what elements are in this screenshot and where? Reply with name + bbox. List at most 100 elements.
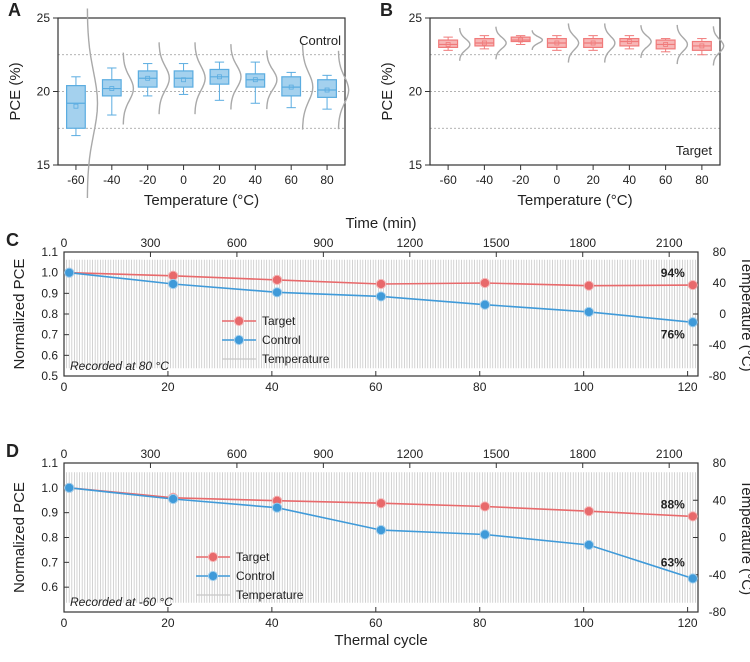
legend-label: Temperature xyxy=(262,352,330,366)
y-tick-label: 0.9 xyxy=(41,506,58,520)
box-20 xyxy=(583,23,616,63)
data-point xyxy=(583,280,594,291)
y-axis-label: Normalized PCE xyxy=(11,482,28,593)
data-point xyxy=(583,539,594,551)
top-x-tick-label: 1500 xyxy=(483,236,510,250)
y-tick-label: 1.1 xyxy=(41,245,58,259)
x-tick-label: 20 xyxy=(161,380,175,394)
legend-marker xyxy=(233,315,245,327)
box-body xyxy=(137,70,158,88)
box-mean xyxy=(518,37,524,43)
x-tick-label: 80 xyxy=(320,173,334,187)
end-value-label: 63% xyxy=(661,555,685,569)
box-body xyxy=(245,73,266,88)
box-20 xyxy=(209,44,242,110)
x-tick-label: -40 xyxy=(103,173,121,187)
top-x-tick-label: 0 xyxy=(61,447,68,461)
box--20 xyxy=(510,30,544,50)
panel-letter: D xyxy=(6,441,19,461)
x-axis-label: Temperature (°C) xyxy=(517,192,632,209)
legend-label: Control xyxy=(262,333,301,347)
top-x-axis-label: Time (min) xyxy=(345,215,416,232)
data-point xyxy=(687,511,698,522)
data-point xyxy=(168,493,179,505)
data-point xyxy=(479,299,491,310)
recording-condition: Recorded at -60 °C xyxy=(70,595,173,609)
box-body xyxy=(281,76,302,97)
end-value-label: 76% xyxy=(661,327,685,341)
x-tick-label: 100 xyxy=(574,380,594,394)
box-mean xyxy=(699,43,705,49)
y2-axis-label: Temperature (°C) xyxy=(738,480,750,595)
box-mean xyxy=(252,77,258,83)
box-mean xyxy=(445,42,451,47)
box-mean xyxy=(324,87,330,93)
box-mean xyxy=(554,40,560,46)
distribution-curve xyxy=(640,25,652,58)
box-mean xyxy=(663,42,669,47)
top-x-tick-label: 0 xyxy=(61,236,68,250)
y-tick-label: 15 xyxy=(37,158,51,172)
panel-a-box-chart: A 15 20 25 PCE (%) -60 -40 -20 0 20 40 60 80 Temperat… xyxy=(7,0,350,209)
legend-item-target: Target xyxy=(222,314,296,328)
box-body xyxy=(619,37,640,47)
x-tick-label: 80 xyxy=(473,616,487,630)
box-40 xyxy=(245,50,278,110)
y-tick-label: 0.7 xyxy=(41,328,58,342)
box-body xyxy=(317,79,337,98)
distribution-curve xyxy=(567,23,580,63)
box--40 xyxy=(101,52,135,125)
x-tick-label: 120 xyxy=(678,616,698,630)
legend-label: Target xyxy=(262,314,296,328)
distribution-curve xyxy=(158,42,171,115)
x-tick-label: -60 xyxy=(439,173,457,187)
x-axis-label: Temperature (°C) xyxy=(144,192,259,209)
panel-c-line-chart: C 0.5 0.6 0.7 0.8 0.9 1.0 1.1 Normalized PCE -80 -… xyxy=(6,215,750,394)
y-tick-label: 0.6 xyxy=(41,348,58,362)
y2-tick-label: 40 xyxy=(713,276,727,290)
top-x-tick-label: 1800 xyxy=(569,236,596,250)
legend-item-control: Control xyxy=(222,333,301,347)
panel-b-box-chart: B 15 20 25 PCE (%) -60 -40 -20 0 20 40 60 80 Temperat… xyxy=(379,0,725,209)
data-point xyxy=(375,278,387,290)
top-x-tick-label: 900 xyxy=(313,236,333,250)
x-tick-label: 0 xyxy=(180,173,187,187)
y-tick-label: 0.7 xyxy=(41,555,58,569)
data-point xyxy=(375,524,387,536)
y2-tick-label: 80 xyxy=(713,245,727,259)
y2-axis-label: Temperature (°C) xyxy=(738,256,750,371)
legend-label: Target xyxy=(236,550,270,564)
top-x-tick-label: 2100 xyxy=(656,447,683,461)
y-axis-label: PCE (%) xyxy=(7,62,24,120)
data-point xyxy=(479,277,491,289)
box-mean xyxy=(145,75,151,81)
box--40 xyxy=(474,26,507,60)
data-point xyxy=(375,498,387,509)
x-tick-label: 20 xyxy=(161,616,175,630)
data-point xyxy=(271,287,283,298)
y2-tick-label: 80 xyxy=(713,456,727,470)
legend-item-target: Target xyxy=(196,550,270,564)
box-mean xyxy=(288,84,294,90)
temperature-trace xyxy=(63,472,696,603)
series-control: 63% xyxy=(64,482,698,584)
box-40 xyxy=(619,25,652,58)
y-tick-label: 1.0 xyxy=(41,266,58,280)
box-80 xyxy=(691,26,725,66)
end-value-label: 88% xyxy=(661,497,685,511)
distribution-curve xyxy=(86,8,99,199)
x-tick-label: 80 xyxy=(473,380,487,394)
x-tick-label: 0 xyxy=(61,616,68,630)
box-mean xyxy=(481,40,487,46)
box-body xyxy=(173,70,194,88)
x-tick-label: -60 xyxy=(67,173,85,187)
legend-marker xyxy=(207,570,219,582)
top-x-tick-label: 900 xyxy=(313,447,333,461)
data-point xyxy=(583,506,594,517)
y-tick-label: 20 xyxy=(37,85,51,99)
group-annotation: Control xyxy=(299,33,341,48)
box--20 xyxy=(137,42,171,115)
data-point xyxy=(271,274,283,285)
y2-tick-label: -80 xyxy=(709,369,727,383)
